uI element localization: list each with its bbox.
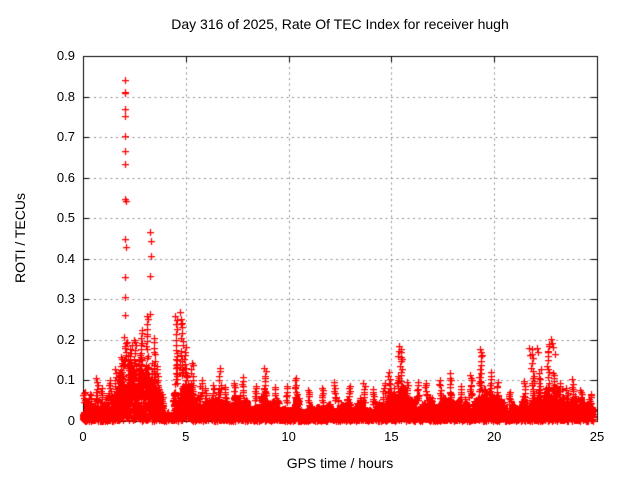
y-tick-label: 0.4 <box>56 250 75 266</box>
x-tick-label: 0 <box>79 429 87 444</box>
y-tick-label: 0 <box>67 413 75 428</box>
y-tick-label: 0.2 <box>56 331 75 347</box>
x-tick-label: 25 <box>589 429 605 444</box>
x-tick-label: 5 <box>182 429 190 444</box>
chart-title: Day 316 of 2025, Rate Of TEC Index for r… <box>171 16 509 32</box>
y-tick-label: 0.3 <box>56 291 75 307</box>
y-tick-label: 0.1 <box>56 372 75 388</box>
y-tick-label: 0.9 <box>56 48 75 63</box>
y-axis-label: ROTI / TECUs <box>12 193 28 283</box>
y-tick-label: 0.5 <box>56 210 75 226</box>
y-tick-label: 0.8 <box>56 88 75 104</box>
y-tick-label: 0.7 <box>56 129 75 145</box>
y-tick-label: 0.6 <box>56 169 75 185</box>
x-axis-label: GPS time / hours <box>286 455 394 471</box>
x-tick-label: 15 <box>384 429 399 444</box>
x-tick-label: 10 <box>281 429 296 444</box>
x-tick-label: 20 <box>486 429 502 444</box>
